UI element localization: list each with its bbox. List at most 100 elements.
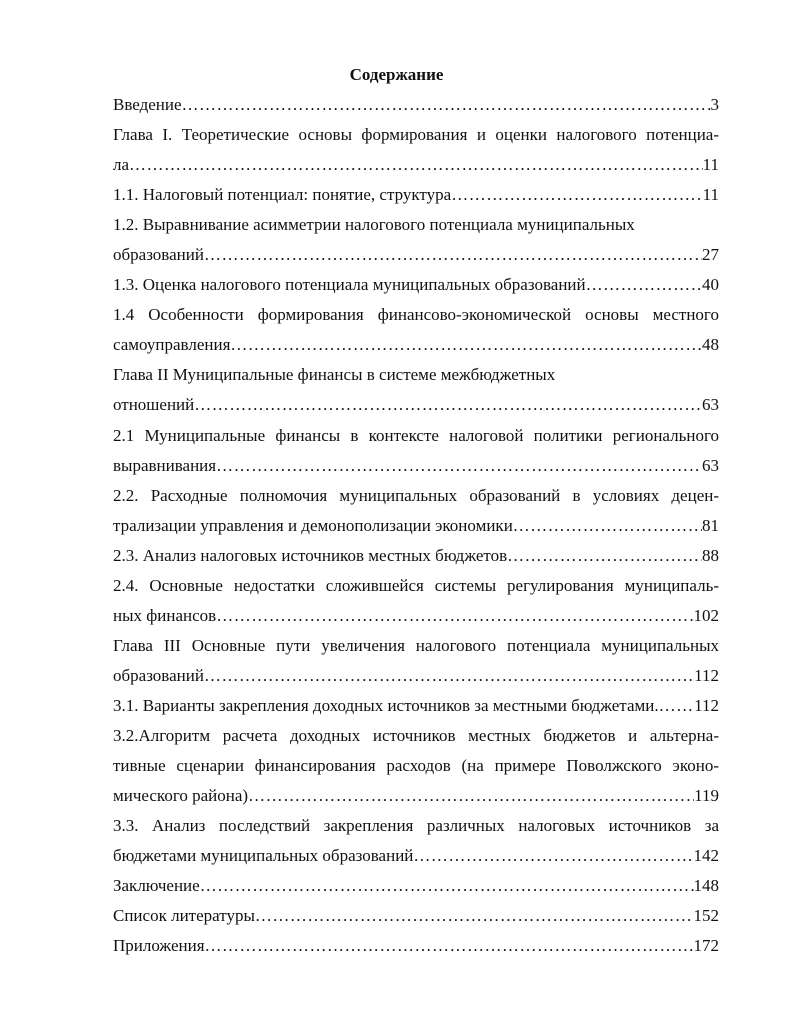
toc-entry-title: отношений (113, 395, 195, 415)
dot-leader (659, 691, 695, 721)
toc-entry-last-line: Список литературы 152 (113, 901, 719, 931)
toc-entry-title: трализации управления и демонополизации … (113, 515, 513, 535)
toc-entry-title: образований (113, 665, 204, 685)
toc-page-number: 148 (693, 876, 720, 896)
dot-leader (255, 901, 694, 931)
toc-entry: Глава I. Теоретические основы формирован… (113, 120, 719, 180)
dot-leader (248, 781, 694, 811)
toc-entry: 3.3. Анализ последствий закрепления разл… (113, 811, 719, 871)
toc-entry-last-line: Заключение 148 (113, 871, 719, 901)
toc-entry-title: бюджетами муниципальных образований (113, 846, 414, 866)
toc-entry-title: 3.1. Варианты закрепления доходных источ… (113, 695, 659, 715)
toc-entry-title: 1.3. Оценка налогового потенциала муници… (113, 275, 586, 295)
toc-entry-last-line: образований 27 (113, 240, 719, 270)
toc-page-number: 172 (693, 936, 720, 956)
dot-leader (205, 931, 694, 961)
toc-entry: 3.1. Варианты закрепления доходных источ… (113, 691, 719, 721)
toc-entry-title: 1.1. Налоговый потенциал: понятие, струк… (113, 185, 452, 205)
toc-entry: 1.1. Налоговый потенциал: понятие, струк… (113, 180, 719, 210)
toc-entry-last-line: образований 112 (113, 661, 719, 691)
page-title: Содержание (349, 65, 444, 84)
dot-leader (451, 180, 702, 210)
toc-entry-line: 2.1 Муниципальные финансы в контексте на… (113, 425, 719, 445)
toc-entry: 1.2. Выравнивание асимметрии налогового … (113, 210, 719, 270)
toc-entry-title: самоуправления (113, 335, 231, 355)
dot-leader (194, 390, 702, 420)
toc-entry: 1.3. Оценка налогового потенциала муници… (113, 270, 719, 300)
toc-entry-last-line: 2.3. Анализ налоговых источников местных… (113, 541, 719, 571)
toc-entry: Список литературы 152 (113, 901, 719, 931)
toc-entry-last-line: ла 11 (113, 150, 719, 180)
toc-entry-line: Глава I. Теоретические основы формирован… (113, 125, 719, 145)
toc-entry-line: 3.2.Алгоритм расчета доходных источников… (113, 725, 719, 745)
toc-entry: 2.3. Анализ налоговых источников местных… (113, 541, 719, 571)
toc-page-number: 27 (702, 245, 719, 265)
toc-page-number: 11 (702, 155, 719, 175)
toc-entry-title: Список литературы (113, 906, 255, 926)
toc-entry-title: Введение (113, 95, 182, 114)
toc-entry: Приложения 172 (113, 931, 719, 961)
toc-entry-last-line: 3.1. Варианты закрепления доходных источ… (113, 691, 719, 721)
toc-entry-title: образований (113, 245, 204, 265)
toc-entry-title: мического района) (113, 786, 249, 806)
toc-page-number: 63 (702, 395, 719, 415)
dot-leader (413, 841, 693, 871)
table-of-contents: Введение 3 Глава I. Теоретические основы ф… (113, 90, 719, 961)
toc-entry: Глава III Основные пути увеличения налог… (113, 631, 719, 691)
toc-page-number: 142 (693, 846, 720, 866)
toc-entry: Введение 3 (113, 90, 719, 120)
toc-entry-title: выравнивания (113, 455, 217, 475)
toc-entry: 1.4 Особенности формирования финансово-э… (113, 300, 719, 360)
dot-leader (129, 150, 703, 180)
toc-page-number: 88 (702, 545, 719, 565)
dot-leader (507, 541, 702, 571)
toc-entry-title: Заключение (113, 876, 200, 896)
toc-page-number: 3 (710, 95, 720, 114)
toc-entry-last-line: выравнивания 63 (113, 451, 719, 481)
toc-entry-line: 1.2. Выравнивание асимметрии налогового … (113, 215, 635, 235)
toc-entry-line: Глава III Основные пути увеличения налог… (113, 635, 719, 655)
toc-entry-last-line: мического района) 119 (113, 781, 719, 811)
dot-leader (216, 451, 702, 481)
toc-page-number: 48 (702, 335, 719, 355)
toc-entry-last-line: трализации управления и демонополизации … (113, 511, 719, 541)
dot-leader (216, 601, 693, 631)
toc-entry-last-line: бюджетами муниципальных образований 142 (113, 841, 719, 871)
dot-leader (182, 90, 711, 120)
toc-entry-line: Глава II Муниципальные финансы в системе… (113, 365, 556, 385)
dot-leader (586, 270, 702, 300)
dot-leader (200, 871, 694, 901)
toc-page-number: 152 (693, 906, 720, 926)
toc-entry-line: 1.4 Особенности формирования финансово-э… (113, 305, 719, 325)
dot-leader (204, 661, 694, 691)
dot-leader (230, 330, 702, 360)
toc-entry-title: 2.3. Анализ налоговых источников местных… (113, 545, 508, 565)
toc-entry-last-line: Приложения 172 (113, 931, 719, 961)
toc-page-number: 11 (702, 185, 719, 205)
toc-page-number: 81 (702, 515, 719, 535)
toc-page-number: 102 (693, 605, 720, 625)
dot-leader (513, 511, 702, 541)
toc-entry-last-line: Введение 3 (113, 90, 719, 120)
toc-entry-last-line: самоуправления 48 (113, 330, 719, 360)
toc-entry-title: ных финансов (113, 605, 217, 625)
toc-entry-title: Приложения (113, 936, 205, 956)
toc-entry: 3.2.Алгоритм расчета доходных источников… (113, 721, 719, 811)
toc-entry: 2.1 Муниципальные финансы в контексте на… (113, 421, 719, 481)
toc-entry: 2.4. Основные недостатки сложившейся сис… (113, 571, 719, 631)
toc-entry-line: тивные сценарии финансирования расходов … (113, 756, 719, 776)
toc-page-number: 112 (694, 665, 719, 685)
toc-entry-last-line: отношений 63 (113, 390, 719, 420)
toc-entry: Заключение 148 (113, 871, 719, 901)
toc-entry-last-line: ных финансов 102 (113, 601, 719, 631)
toc-entry-line: 2.2. Расходные полномочия муниципальных … (113, 485, 719, 505)
toc-entry: 2.2. Расходные полномочия муниципальных … (113, 481, 719, 541)
toc-entry-line: 3.3. Анализ последствий закрепления разл… (113, 816, 719, 836)
toc-entry: Глава II Муниципальные финансы в системе… (113, 360, 719, 420)
toc-entry-last-line: 1.3. Оценка налогового потенциала муници… (113, 270, 719, 300)
toc-page-number: 40 (702, 275, 719, 295)
toc-entry-last-line: 1.1. Налоговый потенциал: понятие, струк… (113, 180, 719, 210)
dot-leader (204, 240, 702, 270)
toc-page-number: 112 (694, 695, 719, 715)
toc-entry-title: ла (113, 155, 130, 175)
